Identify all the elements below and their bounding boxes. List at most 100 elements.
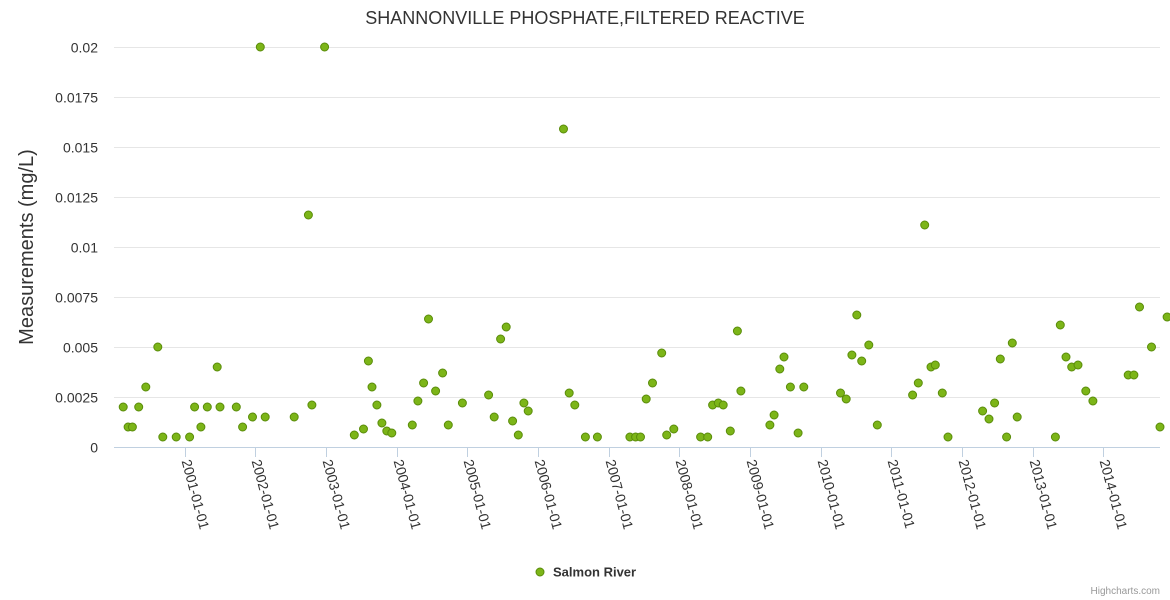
data-point[interactable] (864, 340, 874, 350)
data-point[interactable] (1050, 432, 1060, 442)
data-point[interactable] (841, 394, 851, 404)
legend-marker-salmon-river[interactable] (535, 567, 545, 577)
data-point[interactable] (662, 430, 672, 440)
data-point[interactable] (307, 400, 317, 410)
data-point[interactable] (913, 378, 923, 388)
data-point[interactable] (215, 402, 225, 412)
data-point[interactable] (648, 378, 657, 388)
data-point[interactable] (134, 402, 144, 412)
data-point[interactable] (508, 416, 518, 426)
data-point[interactable] (238, 422, 248, 432)
data-point[interactable] (158, 432, 168, 442)
data-point[interactable] (320, 42, 330, 52)
data-point[interactable] (372, 400, 382, 410)
data-point[interactable] (359, 424, 368, 434)
data-point[interactable] (118, 402, 128, 412)
data-point[interactable] (641, 394, 651, 404)
data-point[interactable] (564, 388, 574, 398)
data-point[interactable] (289, 412, 299, 422)
credits-text[interactable]: Highcharts.com (1091, 586, 1160, 597)
legend-label-salmon-river[interactable]: Salmon River (553, 565, 636, 580)
data-point[interactable] (785, 382, 795, 392)
data-point[interactable] (1147, 342, 1156, 352)
data-point[interactable] (501, 322, 511, 332)
data-point[interactable] (1135, 302, 1144, 312)
data-point[interactable] (484, 390, 494, 400)
data-point[interactable] (732, 326, 742, 336)
data-point[interactable] (1081, 386, 1091, 396)
data-point[interactable] (769, 410, 779, 420)
data-point[interactable] (1162, 312, 1170, 322)
data-point[interactable] (141, 382, 151, 392)
data-point[interactable] (367, 382, 377, 392)
data-point[interactable] (457, 398, 467, 408)
data-point[interactable] (736, 386, 746, 396)
data-point[interactable] (185, 432, 195, 442)
data-point[interactable] (718, 400, 728, 410)
data-point[interactable] (1012, 412, 1022, 422)
data-point[interactable] (930, 360, 940, 370)
data-point[interactable] (523, 406, 533, 416)
data-point[interactable] (153, 342, 163, 352)
data-point[interactable] (248, 412, 257, 422)
data-point[interactable] (1155, 422, 1165, 432)
data-point[interactable] (984, 414, 994, 424)
data-point[interactable] (765, 420, 775, 430)
data-point[interactable] (127, 422, 137, 432)
data-point[interactable] (580, 432, 590, 442)
data-point[interactable] (1007, 338, 1017, 348)
data-point[interactable] (872, 420, 882, 430)
data-point[interactable] (260, 412, 270, 422)
data-point[interactable] (363, 356, 373, 366)
data-point[interactable] (908, 390, 918, 400)
data-point[interactable] (387, 428, 397, 438)
data-point[interactable] (349, 430, 359, 440)
data-point[interactable] (407, 420, 417, 430)
data-point[interactable] (1002, 432, 1012, 442)
data-point[interactable] (303, 210, 313, 220)
data-point[interactable] (431, 386, 441, 396)
data-point[interactable] (196, 422, 206, 432)
data-point[interactable] (775, 364, 785, 374)
data-point[interactable] (1055, 320, 1065, 330)
data-point[interactable] (489, 412, 499, 422)
data-point[interactable] (937, 388, 947, 398)
data-point[interactable] (190, 402, 200, 412)
data-point[interactable] (920, 220, 930, 230)
data-point[interactable] (636, 432, 645, 442)
data-point[interactable] (424, 314, 433, 324)
data-point[interactable] (779, 352, 789, 362)
data-point[interactable] (592, 432, 602, 442)
data-point[interactable] (438, 368, 448, 378)
data-point[interactable] (231, 402, 241, 412)
data-point[interactable] (852, 310, 862, 320)
data-point[interactable] (559, 124, 568, 134)
data-point[interactable] (443, 420, 453, 430)
data-point[interactable] (1088, 396, 1098, 406)
data-point[interactable] (836, 388, 845, 398)
data-point[interactable] (703, 432, 713, 442)
data-point[interactable] (519, 398, 529, 408)
data-point[interactable] (255, 42, 265, 52)
data-point[interactable] (202, 402, 212, 412)
data-point[interactable] (847, 350, 857, 360)
data-point[interactable] (857, 356, 867, 366)
data-point[interactable] (978, 406, 988, 416)
data-point[interactable] (725, 426, 735, 436)
data-point[interactable] (1129, 370, 1139, 380)
data-point[interactable] (171, 432, 181, 442)
data-point[interactable] (657, 348, 667, 358)
data-point[interactable] (1061, 352, 1071, 362)
data-point[interactable] (496, 334, 506, 344)
data-point[interactable] (419, 378, 429, 388)
data-point[interactable] (1073, 360, 1083, 370)
data-point[interactable] (413, 396, 423, 406)
data-point[interactable] (669, 424, 679, 434)
data-point[interactable] (990, 398, 1000, 408)
data-point[interactable] (377, 418, 387, 428)
legend[interactable]: Salmon River (535, 565, 636, 580)
data-point[interactable] (513, 430, 523, 440)
data-point[interactable] (793, 428, 803, 438)
data-point[interactable] (570, 400, 580, 410)
data-point[interactable] (212, 362, 222, 372)
